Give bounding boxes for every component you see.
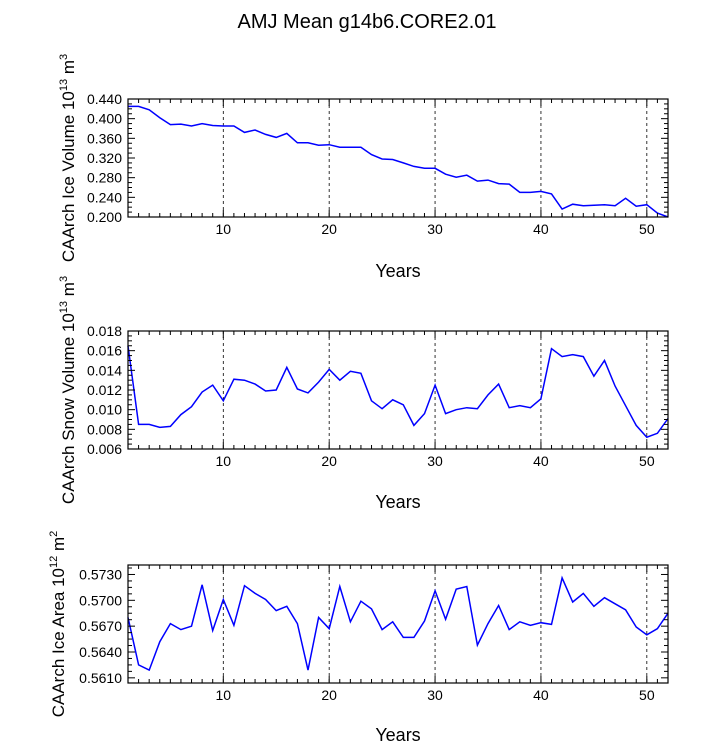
plot-frame — [127, 98, 669, 218]
panel-1: 10 20 30 40 50 0.200 0.240 0.280 0.320 0.360 0.400… — [58, 54, 669, 281]
y-axis-title-text: m — [59, 282, 78, 301]
y-tick-label: 0.008 — [87, 421, 122, 437]
x-tick-label: 40 — [533, 221, 549, 237]
y-tick-label: 0.240 — [87, 189, 122, 205]
y-tick-label: 0.5730 — [79, 566, 122, 582]
y-axis-title-superscript: 13 — [58, 301, 70, 313]
series-line — [128, 105, 669, 218]
x-tick-label: 40 — [533, 687, 549, 703]
y-axis-title: CAArch Snow Volume 1013 m3 — [58, 276, 78, 504]
y-axis-title-text: m — [49, 537, 68, 556]
x-tick-label: 30 — [427, 221, 443, 237]
y-tick-label: 0.440 — [87, 91, 122, 107]
y-tick-label: 0.006 — [87, 441, 122, 457]
y-axis-title-superscript: 3 — [58, 54, 70, 60]
series-line — [127, 345, 669, 439]
series-line — [127, 575, 669, 672]
y-axis-title: CAArch Ice Volume 1013 m3 — [58, 54, 78, 262]
y-tick-label: 0.320 — [87, 150, 122, 166]
y-axis-title-text: CAArch Ice Volume 10 — [59, 91, 78, 262]
y-tick-label: 0.5670 — [79, 618, 122, 634]
y-axis-title-superscript: 3 — [58, 276, 70, 282]
plot-frame — [127, 564, 669, 684]
x-tick-label: 20 — [321, 687, 337, 703]
panel-3: 10 20 30 40 50 0.5610 0.5640 0.5670 0.5700 0.5730… — [48, 531, 669, 742]
y-tick-label: 0.5700 — [79, 592, 122, 608]
chart-title: AMJ Mean g14b6.CORE2.01 — [237, 11, 496, 33]
x-tick-label: 40 — [533, 453, 549, 469]
y-tick-label: 0.014 — [87, 362, 122, 378]
y-tick-label: 0.200 — [87, 209, 122, 225]
x-tick-label: 10 — [216, 453, 232, 469]
x-axis-title: Years — [375, 492, 420, 512]
y-axis-title-superscript: 13 — [58, 79, 70, 91]
x-tick-label: 20 — [321, 221, 337, 237]
y-axis-title: CAArch Ice Area 1012 m2 — [48, 531, 68, 718]
x-tick-label: 30 — [427, 453, 443, 469]
y-tick-label: 0.016 — [87, 343, 122, 359]
x-axis-title: Years — [375, 725, 420, 742]
y-tick-label: 0.400 — [87, 111, 122, 127]
x-tick-label: 50 — [639, 221, 655, 237]
x-tick-label: 50 — [639, 453, 655, 469]
y-tick-label: 0.280 — [87, 170, 122, 186]
y-tick-label: 0.5610 — [79, 670, 122, 686]
x-tick-label: 30 — [427, 687, 443, 703]
x-axis-title: Years — [375, 261, 420, 281]
x-tick-label: 50 — [639, 687, 655, 703]
y-axis-title-text: CAArch Ice Area 10 — [49, 568, 68, 717]
x-tick-label: 10 — [216, 687, 232, 703]
plot-frame — [127, 330, 669, 450]
y-axis-title-text: CAArch Snow Volume 10 — [59, 313, 78, 504]
y-axis-title-text: m — [59, 60, 78, 79]
panel-2: 10 20 30 40 50 0.006 0.008 0.010 0.012 0.014 0.016… — [58, 276, 669, 512]
y-tick-label: 0.012 — [87, 382, 122, 398]
x-tick-label: 20 — [321, 453, 337, 469]
x-tick-label: 10 — [216, 221, 232, 237]
y-axis-title-superscript: 12 — [48, 556, 60, 568]
y-tick-label: 0.5640 — [79, 644, 122, 660]
y-tick-label: 0.018 — [87, 323, 122, 339]
y-axis-title-superscript: 2 — [48, 531, 60, 537]
y-tick-label: 0.360 — [87, 130, 122, 146]
y-tick-label: 0.010 — [87, 402, 122, 418]
panels: 10 20 30 40 50 0.200 0.240 0.280 0.320 0.360 0.400… — [48, 54, 669, 742]
